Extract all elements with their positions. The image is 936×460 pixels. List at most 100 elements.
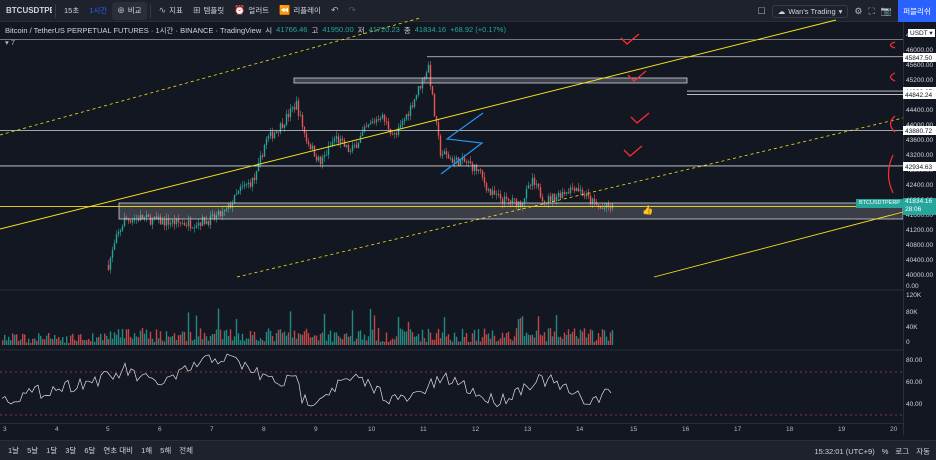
currency-selector[interactable]: USDT ▾ — [908, 29, 935, 37]
annotation-checkmark — [620, 33, 640, 45]
price-tick-label: 40400.00 — [906, 257, 934, 264]
candle-body — [225, 208, 228, 210]
candle-body — [559, 192, 562, 199]
candle-body — [437, 122, 440, 136]
volume-bar — [593, 341, 596, 345]
candle-body — [539, 187, 542, 198]
volume-bar — [155, 329, 158, 345]
volume-bar — [529, 335, 532, 345]
replay-button[interactable]: ⏪ 리플레이 — [274, 2, 326, 20]
plus-circle-icon: ⊕ — [117, 5, 125, 15]
redo-button[interactable]: ↷ — [344, 2, 362, 20]
candle-body — [117, 231, 120, 235]
candle-body — [285, 114, 288, 125]
undo-button[interactable]: ↶ — [326, 2, 344, 20]
compare-button[interactable]: ⊕ 비교 — [112, 1, 147, 20]
volume-bar — [313, 335, 316, 345]
candle-body — [411, 105, 414, 108]
support-zone — [118, 202, 904, 220]
range-button[interactable]: 5날 — [27, 446, 39, 455]
candle-body — [253, 177, 256, 180]
publish-button[interactable]: 퍼블리쉬 — [898, 0, 936, 22]
volume-tick-label: 80K — [906, 309, 918, 316]
range-button[interactable]: 5해 — [160, 446, 172, 455]
indicators-button[interactable]: ∿ 지표 — [154, 2, 188, 20]
volume-bar — [429, 332, 432, 345]
candle-body — [151, 218, 154, 225]
volume-bar — [485, 334, 488, 345]
auto-toggle[interactable]: 자동 — [916, 446, 930, 456]
volume-bar — [2, 340, 4, 345]
volume-bar — [207, 340, 210, 345]
candle-body — [491, 190, 494, 195]
candle-body — [471, 163, 474, 171]
legend-open-label: 시 — [265, 26, 273, 35]
level-price-label: 45847.50 — [903, 52, 936, 62]
candle-body — [581, 189, 584, 196]
settings-gear-icon[interactable]: ⚙ — [854, 5, 863, 16]
candle-body — [427, 64, 430, 73]
log-toggle[interactable]: 로그 — [895, 446, 910, 456]
camera-icon[interactable]: 📷 — [880, 5, 892, 16]
range-button[interactable]: 3달 — [65, 446, 77, 455]
volume-bar — [327, 334, 330, 345]
candle-body — [115, 234, 118, 244]
legend-high: 41950.00 — [322, 25, 354, 34]
alert-button[interactable]: ⏰ 얼러트 — [229, 2, 274, 20]
symbol-search[interactable]: BTCUSDTPERP — [6, 6, 52, 15]
volume-bar — [395, 336, 398, 345]
level-price-label: 43880.72 — [903, 126, 936, 136]
templates-button[interactable]: ⊞ 템플릿 — [188, 2, 229, 20]
candle-body — [279, 123, 282, 133]
range-button[interactable]: 1달 — [46, 446, 58, 455]
volume-bar — [235, 319, 238, 345]
volume-bar — [567, 329, 570, 345]
volume-bar — [113, 332, 116, 345]
fullscreen-icon[interactable]: ⛶ — [868, 5, 875, 16]
trendline-dashed-lower — [236, 117, 904, 278]
range-button[interactable]: 연초 대비 — [103, 446, 134, 455]
candle-body — [363, 126, 366, 132]
candle-body — [201, 217, 204, 226]
volume-bar — [169, 337, 172, 345]
candle-body — [575, 188, 578, 191]
price-tick-label: 0.00 — [906, 283, 919, 290]
volume-bar — [255, 339, 258, 345]
volume-bar — [585, 337, 588, 345]
interval-hour-button[interactable]: 1시간 — [89, 6, 108, 15]
volume-bar — [449, 339, 452, 345]
candle-body — [597, 204, 600, 207]
candle-body — [217, 210, 220, 216]
range-button[interactable]: 6달 — [84, 446, 96, 455]
price-tick-label: 44400.00 — [906, 107, 934, 114]
candle-body — [231, 203, 234, 208]
candle-body — [587, 193, 590, 196]
volume-tick-label: 40K — [906, 324, 918, 331]
layout-selector[interactable]: ☁ Wan's Trading ▾ — [771, 4, 849, 18]
trendline-lower — [653, 211, 904, 278]
indicators-toggle[interactable]: ▾ 7 — [5, 38, 16, 47]
volume-bar — [437, 328, 440, 345]
range-button[interactable]: 전체 — [179, 446, 194, 455]
range-button[interactable]: 1날 — [8, 446, 20, 455]
volume-bar — [213, 334, 216, 345]
percent-toggle[interactable]: % — [881, 446, 889, 456]
layout-square-icon[interactable]: ☐ — [757, 5, 766, 16]
volume-bar — [203, 332, 206, 345]
volume-bar — [499, 338, 502, 345]
volume-bar — [359, 330, 362, 345]
volume-bar — [40, 335, 42, 345]
time-axis[interactable] — [0, 423, 903, 435]
interval-seconds-button[interactable]: 15초 — [64, 6, 80, 15]
volume-bar — [311, 337, 314, 345]
level-price-label: 42934.63 — [903, 161, 936, 171]
annotation-bracket — [889, 115, 896, 133]
thumbs-up-icon: 👍 — [642, 204, 653, 215]
volume-bar — [369, 308, 372, 345]
range-button[interactable]: 1해 — [141, 446, 153, 455]
volume-bar — [309, 337, 312, 345]
volume-bar — [123, 338, 126, 345]
volume-bar — [339, 337, 342, 345]
candle-body — [479, 169, 482, 171]
